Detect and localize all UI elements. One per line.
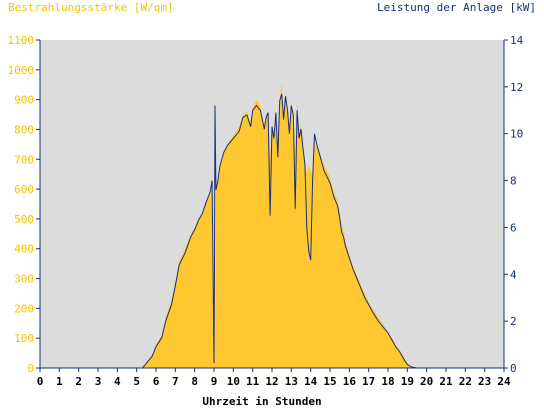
tick-layer: 0100200300400500600700800900100011000246… [8, 34, 524, 388]
x-tick-label: 5 [133, 375, 140, 388]
irradiance-area [40, 81, 504, 368]
x-tick-label: 20 [420, 375, 433, 388]
left-tick-label: 200 [14, 302, 34, 315]
x-tick-label: 8 [191, 375, 198, 388]
irradiance-area-layer [40, 81, 504, 368]
left-tick-label: 1100 [8, 34, 35, 47]
left-tick-label: 900 [14, 94, 34, 107]
left-tick-label: 100 [14, 332, 34, 345]
x-tick-label: 23 [478, 375, 491, 388]
x-tick-label: 9 [211, 375, 218, 388]
right-tick-label: 14 [510, 34, 524, 47]
left-tick-label: 700 [14, 153, 34, 166]
left-tick-label: 1000 [8, 64, 35, 77]
x-axis-title: Uhrzeit in Stunden [202, 395, 321, 408]
x-tick-label: 15 [323, 375, 336, 388]
x-tick-label: 12 [265, 375, 278, 388]
power-line [40, 93, 504, 369]
x-tick-label: 1 [56, 375, 63, 388]
x-tick-label: 18 [381, 375, 394, 388]
x-tick-label: 17 [362, 375, 375, 388]
x-tick-label: 3 [95, 375, 102, 388]
left-tick-label: 0 [27, 362, 34, 375]
right-tick-label: 2 [510, 315, 517, 328]
x-tick-label: 24 [497, 375, 511, 388]
left-tick-label: 500 [14, 213, 34, 226]
x-tick-label: 13 [285, 375, 298, 388]
right-tick-label: 0 [510, 362, 517, 375]
right-axis-title: Leistung der Anlage [kW] [377, 1, 536, 14]
right-tick-label: 8 [510, 175, 517, 188]
x-tick-label: 10 [227, 375, 240, 388]
x-tick-label: 14 [304, 375, 318, 388]
left-tick-label: 300 [14, 273, 34, 286]
power-line-layer [40, 93, 504, 369]
right-tick-label: 12 [510, 81, 523, 94]
left-tick-label: 800 [14, 123, 34, 136]
left-axis-title: Bestrahlungsstärke [W/qm] [8, 1, 174, 14]
x-tick-label: 2 [75, 375, 82, 388]
x-tick-label: 11 [246, 375, 260, 388]
x-tick-label: 7 [172, 375, 179, 388]
x-tick-label: 21 [439, 375, 453, 388]
right-tick-label: 10 [510, 128, 523, 141]
left-tick-label: 400 [14, 243, 34, 256]
right-tick-label: 4 [510, 268, 517, 281]
left-tick-label: 600 [14, 183, 34, 196]
x-tick-label: 16 [343, 375, 357, 388]
x-tick-label: 4 [114, 375, 121, 388]
x-tick-label: 19 [401, 375, 414, 388]
x-tick-label: 6 [153, 375, 160, 388]
right-tick-label: 6 [510, 221, 517, 234]
x-tick-label: 22 [459, 375, 472, 388]
x-tick-label: 0 [37, 375, 44, 388]
